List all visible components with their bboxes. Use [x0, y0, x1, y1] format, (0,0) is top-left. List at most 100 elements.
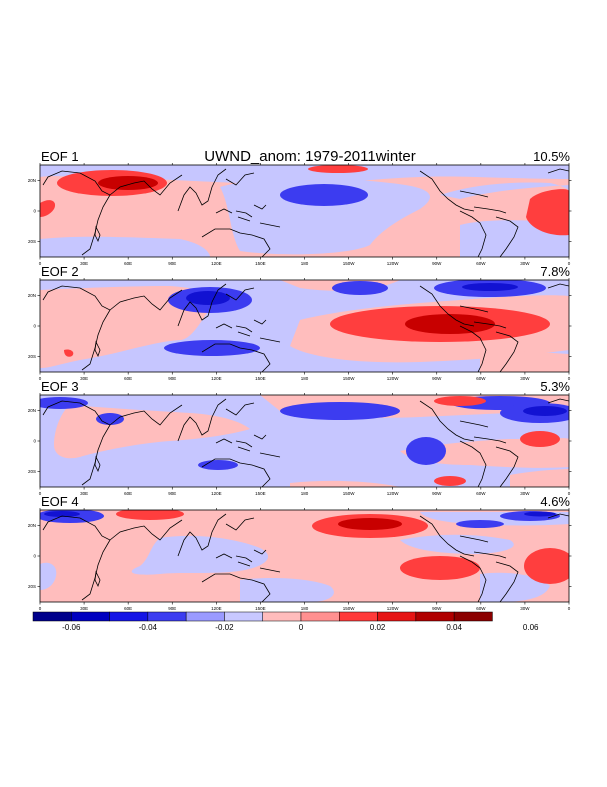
x-tick-label: 0 [39, 376, 42, 381]
eof-panel-4: EOF 4 4.6%0 30E 60E 90E 120E 150E 180 150W 120W 90… [28, 494, 572, 611]
colorbar-label: -0.04 [139, 623, 158, 632]
x-tick-label: 120E [211, 606, 222, 611]
positive-anomaly [480, 351, 569, 372]
x-tick-label: 180 [301, 376, 309, 381]
coastline [94, 225, 101, 243]
coastline [473, 551, 507, 559]
figure-title: UWND_anom: 1979-2011winter [204, 148, 416, 165]
coastlines [42, 283, 569, 372]
x-tick-label: 60E [124, 261, 132, 266]
colorbar-swatch [185, 611, 225, 622]
negative-anomaly [280, 402, 400, 420]
variance-label: 4.6% [540, 494, 570, 509]
y-tick-label: 20S [28, 239, 36, 244]
x-tick-label: 30W [520, 606, 530, 611]
positive-anomaly [520, 431, 560, 447]
x-tick-label: 30W [520, 261, 530, 266]
coastline [42, 285, 111, 371]
coastline [177, 513, 227, 557]
x-tick-label: 150E [255, 606, 266, 611]
coastline [42, 515, 111, 601]
x-tick-label: 150E [255, 376, 266, 381]
x-tick-label: 150W [343, 491, 356, 496]
x-tick-label: 120E [211, 491, 222, 496]
x-tick-label: 30E [80, 491, 88, 496]
coastline [547, 398, 569, 404]
x-tick-label: 120W [387, 261, 400, 266]
variance-label: 5.3% [540, 379, 570, 394]
y-tick-label: 0 [33, 554, 36, 559]
x-tick-label: 90W [432, 606, 442, 611]
y-tick-label: 0 [33, 324, 36, 329]
panel-label: EOF 4 [41, 494, 79, 509]
coastline [201, 228, 271, 257]
coastline [459, 325, 487, 372]
colorbar-swatch [147, 611, 187, 622]
colorbar-swatch [415, 611, 455, 622]
negative-anomaly [406, 437, 446, 465]
x-tick-label: 60W [476, 376, 486, 381]
y-tick-label: 20N [28, 178, 36, 183]
x-tick-label: 180 [301, 606, 309, 611]
positive-anomaly [400, 556, 480, 580]
negative-anomaly [40, 397, 88, 409]
y-tick-label: 0 [33, 439, 36, 444]
coastline [473, 436, 507, 444]
positive-anomaly [290, 480, 400, 487]
colorbar-label: 0.06 [523, 623, 539, 632]
negative-anomaly [220, 178, 430, 255]
coastline [177, 398, 227, 442]
x-tick-label: 30E [80, 606, 88, 611]
x-tick-label: 90W [432, 491, 442, 496]
colorbar-label: -0.02 [215, 623, 234, 632]
coastlines [42, 168, 569, 257]
y-tick-label: 20N [28, 408, 36, 413]
coastline [237, 204, 267, 222]
x-tick-label: 150E [255, 491, 266, 496]
colorbar-swatch [300, 611, 340, 622]
x-tick-label: 0 [568, 491, 571, 496]
positive-anomaly [40, 286, 213, 368]
coastline [473, 206, 507, 214]
coastline [215, 553, 281, 573]
coastline [109, 519, 183, 541]
x-tick-label: 90E [168, 261, 176, 266]
x-tick-label: 60E [124, 491, 132, 496]
x-tick-label: 90E [168, 606, 176, 611]
coastline [94, 455, 101, 473]
x-tick-label: 60E [124, 376, 132, 381]
coastline [495, 331, 519, 372]
positive-anomaly [526, 189, 569, 236]
eof-panel-1: EOF 1 10.5% 0 30E 60E 90E 120E 150E 180 150W 120W 9… [28, 149, 572, 266]
negative-anomaly [44, 511, 80, 517]
colorbar-swatch [32, 611, 72, 622]
coastline [473, 321, 507, 329]
coastline [495, 446, 519, 487]
x-tick-label: 60W [476, 261, 486, 266]
colorbar-label: 0 [299, 623, 304, 632]
x-tick-label: 0 [568, 261, 571, 266]
x-tick-label: 60E [124, 606, 132, 611]
x-tick-label: 90E [168, 491, 176, 496]
negative-anomaly [400, 534, 514, 554]
positive-anomaly [434, 396, 486, 406]
coastline [459, 535, 489, 543]
anomaly-field [40, 165, 569, 257]
variance-label: 10.5% [533, 149, 570, 164]
coastline [459, 420, 489, 428]
colorbar-swatch [224, 611, 263, 622]
x-tick-label: 30W [520, 491, 530, 496]
coastline [109, 174, 183, 196]
eof-panel-3: EOF 3 5.3%0 30E 60E 90E 120E 150E 180 150W 120W 90… [28, 379, 572, 496]
coastline [94, 570, 101, 588]
positive-anomaly [405, 314, 495, 334]
coastline [459, 555, 487, 602]
coastline [201, 458, 271, 487]
y-tick-label: 20N [28, 523, 36, 528]
colorbar-swatch [109, 611, 149, 622]
coastline [225, 402, 255, 416]
coastline [419, 170, 475, 212]
x-tick-label: 150W [343, 261, 356, 266]
negative-anomaly [456, 520, 504, 528]
